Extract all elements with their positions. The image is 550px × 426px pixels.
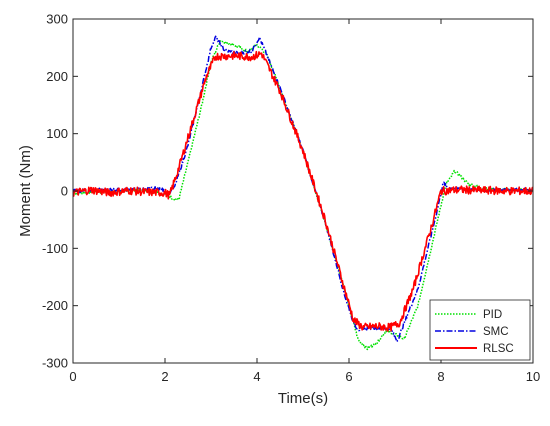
x-tick-label: 8 [437,369,444,384]
y-tick-label: 0 [61,184,68,199]
legend-label-pid: PID [483,309,502,321]
y-tick-label: -300 [42,356,68,371]
y-tick-label: 200 [46,69,68,84]
x-tick-label: 4 [253,369,260,384]
x-tick-label: 0 [69,369,76,384]
tick-labels: 0 2 4 6 8 10 300 200 100 0 -100 -200 -300 [42,12,540,385]
series-line-rlsc [73,50,533,332]
y-tick-label: 100 [46,126,68,141]
x-tick-label: 6 [345,369,352,384]
x-tick-label: 10 [526,369,540,384]
y-axis-label: Moment (Nm) [17,145,34,237]
y-tick-label: -200 [42,298,68,313]
legend-box [429,299,531,361]
x-tick-label: 2 [161,369,168,384]
series-layer [73,35,533,351]
axes [72,18,534,364]
legend: PID SMC RLSC [429,299,531,361]
legend-label-smc: SMC [483,326,509,338]
legend-label-rlsc: RLSC [483,343,514,355]
y-tick-label: 300 [46,12,68,27]
x-axis-label: Time(s) [278,390,328,407]
y-tick-label: -100 [42,241,68,256]
